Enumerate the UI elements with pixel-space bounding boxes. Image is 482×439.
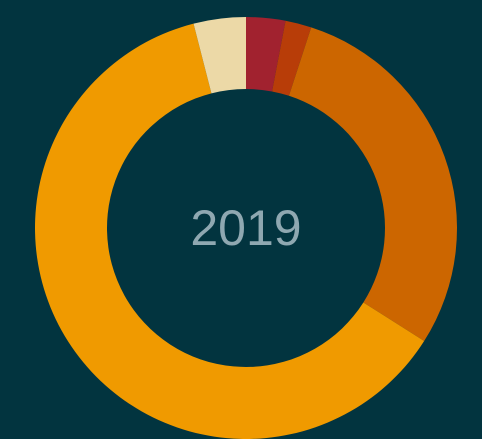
donut-slice — [193, 17, 246, 94]
donut-slice — [35, 23, 425, 439]
donut — [35, 17, 457, 439]
donut-slice — [272, 20, 312, 96]
center-label: 2019 — [190, 200, 301, 256]
donut-slice — [246, 17, 286, 92]
donut-slice — [288, 27, 457, 342]
